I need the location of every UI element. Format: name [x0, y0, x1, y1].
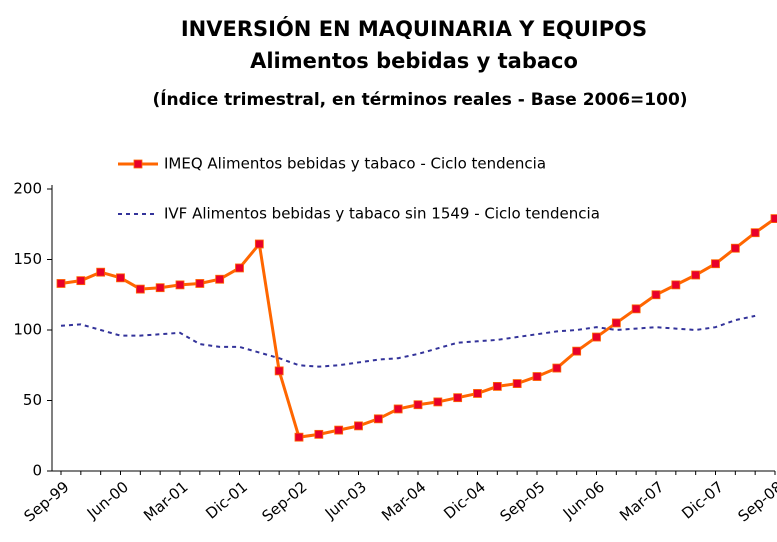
series-marker: [76, 276, 86, 286]
series-marker: [314, 429, 324, 439]
x-tick-label: Jun-06: [559, 478, 608, 523]
y-tick-label: 200: [13, 180, 42, 198]
x-tick-label: Dic-04: [440, 478, 489, 523]
series-marker: [671, 280, 681, 290]
x-tick-label: Sep-99: [20, 478, 72, 526]
series-marker: [274, 366, 284, 376]
series-marker: [96, 267, 106, 277]
series-marker: [572, 346, 582, 356]
series-marker: [195, 279, 205, 288]
series-marker: [532, 372, 542, 381]
chart-title: INVERSIÓN EN MAQUINARIA Y EQUIPOS: [181, 16, 647, 41]
series-marker: [492, 381, 502, 391]
x-tick-label: Sep-05: [496, 478, 548, 526]
y-tick-label: 0: [32, 462, 42, 480]
series-marker: [254, 239, 264, 249]
series-marker: [175, 280, 185, 290]
series-marker: [334, 425, 344, 435]
x-tick-label: Mar-01: [140, 478, 191, 525]
x-tick-label: Sep-08: [734, 478, 777, 526]
x-tick-label: Dic-01: [202, 478, 251, 523]
x-tick-label: Jun-03: [321, 478, 370, 523]
series-marker: [711, 259, 720, 269]
series-marker: [453, 393, 463, 403]
series-marker: [473, 389, 482, 398]
legend-marker: [133, 159, 143, 169]
series-marker: [294, 432, 304, 442]
series-marker: [592, 332, 601, 342]
series-marker: [651, 290, 661, 300]
x-tick-label: Sep-02: [258, 478, 310, 526]
series-marker: [215, 274, 225, 284]
series-marker: [413, 400, 423, 410]
chart-subtitle: Alimentos bebidas y tabaco: [250, 49, 578, 73]
series-marker: [770, 214, 777, 224]
series-marker: [373, 414, 383, 424]
y-tick-label: 150: [13, 250, 42, 268]
series-marker: [116, 273, 125, 283]
series-marker: [235, 263, 244, 273]
series-marker: [393, 404, 403, 414]
legend-label: IVF Alimentos bebidas y tabaco sin 1549 …: [164, 205, 600, 223]
series-line: [60, 314, 756, 368]
series-marker: [512, 379, 522, 388]
series-marker: [631, 304, 641, 314]
chart-note: (Índice trimestral, en términos reales -…: [152, 88, 687, 110]
series-marker: [750, 228, 760, 238]
x-tick-label: Jun-00: [83, 478, 132, 523]
series-marker: [433, 397, 443, 407]
series-marker: [56, 279, 66, 288]
y-tick-label: 50: [23, 391, 42, 409]
series-marker: [611, 318, 621, 328]
x-tick-label: Mar-07: [616, 478, 667, 525]
series-marker: [552, 363, 562, 373]
series-marker: [135, 284, 145, 294]
x-tick-label: Mar-04: [378, 478, 429, 525]
series-marker: [730, 243, 740, 253]
series-marker: [354, 421, 363, 431]
legend-label: IMEQ Alimentos bebidas y tabaco - Ciclo …: [164, 155, 546, 173]
series-marker: [691, 270, 701, 280]
y-tick-label: 100: [13, 321, 42, 339]
series-marker: [155, 283, 165, 293]
x-tick-label: Dic-07: [678, 478, 727, 523]
